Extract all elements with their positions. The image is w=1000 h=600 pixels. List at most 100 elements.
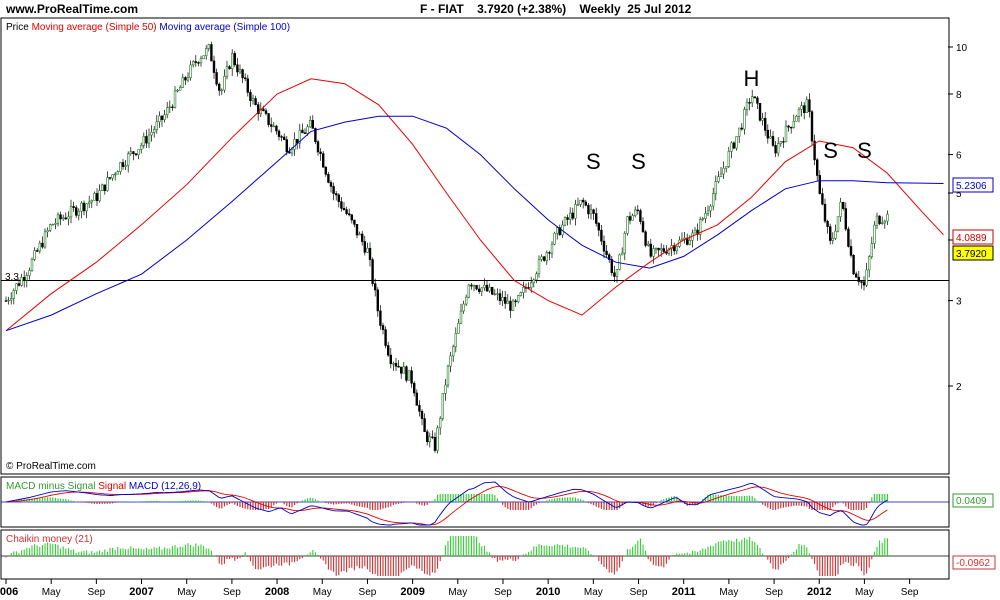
pattern-annotation: H [744, 66, 760, 91]
price-candle [433, 432, 437, 453]
price-candle [602, 235, 606, 259]
y-tick-label: 5 [956, 189, 962, 200]
price-candle [540, 254, 543, 262]
price-candle [77, 208, 81, 221]
price-candle [20, 273, 23, 287]
price-candle [264, 108, 268, 116]
price-candle [626, 215, 629, 236]
legend-price: Price Moving average (Simple 50) Moving … [6, 22, 290, 33]
price-candle [623, 231, 627, 261]
price-candle [342, 202, 346, 211]
price-candle [475, 284, 478, 291]
x-tick-label: Sep [223, 587, 241, 598]
price-candle [90, 199, 94, 208]
price-candle [735, 136, 738, 151]
price-candle [293, 132, 296, 156]
price-candle [740, 123, 744, 131]
price-candle [160, 115, 164, 127]
price-candle [600, 225, 603, 246]
price-candle [93, 191, 96, 201]
price-candle [800, 101, 803, 117]
price-candle [48, 223, 52, 232]
price-candle [355, 224, 359, 239]
macd-layer [1, 481, 949, 526]
price-candle [111, 174, 114, 181]
price-candle [223, 69, 226, 93]
price-candle [737, 127, 741, 144]
price-candle [321, 151, 325, 168]
price-candle [561, 220, 564, 239]
price-candle [384, 326, 387, 349]
price-candle [423, 413, 426, 433]
price-candle [836, 216, 840, 233]
price-candle [184, 76, 187, 85]
price-candle [436, 425, 439, 454]
x-tick-label: May [719, 587, 738, 598]
legend-chaikin: Chaikin money (21) [6, 534, 93, 545]
price-candle [124, 159, 127, 170]
price-candle [605, 245, 608, 258]
price-candle [862, 276, 866, 291]
price-candle [613, 265, 616, 282]
price-candle [784, 120, 788, 143]
main-panel [0, 17, 950, 475]
price-candle [168, 100, 171, 114]
price-candle [646, 240, 650, 247]
price-candle [33, 247, 36, 262]
price-candle [155, 115, 158, 134]
price-candle [509, 296, 512, 318]
price-candle [576, 197, 580, 206]
price-candle [464, 294, 468, 306]
price-candle [870, 236, 874, 260]
price-candle [41, 236, 44, 249]
price-candle [558, 224, 562, 236]
price-candle [311, 115, 314, 129]
price-candle [717, 171, 720, 184]
price-candle [192, 60, 195, 68]
price-candle [818, 170, 822, 195]
price-candle [472, 284, 476, 292]
price-candle [205, 45, 208, 60]
price-candle [841, 201, 845, 211]
price-candle [15, 283, 18, 295]
price-candle [581, 197, 585, 209]
price-candle [121, 158, 125, 170]
price-candle [607, 252, 611, 263]
price-candle [35, 248, 39, 253]
price-candle [672, 242, 676, 255]
price-candle [776, 137, 780, 157]
price-candle [878, 215, 881, 226]
price-candle [568, 207, 572, 225]
price-candle [618, 253, 621, 271]
pattern-annotation: S [631, 149, 646, 174]
price-candle [246, 74, 249, 97]
price-candle [186, 72, 190, 83]
price-candle [834, 224, 837, 241]
price-candle [847, 226, 850, 248]
price-candle [657, 247, 660, 257]
price-candle [324, 166, 327, 177]
price-candle [215, 68, 218, 87]
price-candle [132, 151, 135, 161]
price-candle [337, 193, 340, 208]
price-candle [644, 230, 647, 248]
price-candle [789, 126, 793, 134]
macd-line [5, 481, 888, 526]
price-candle [114, 171, 117, 181]
price-candle [675, 245, 679, 255]
price-candle [420, 409, 424, 426]
price-candle [589, 204, 593, 220]
price-candle [813, 134, 816, 166]
price-candle [470, 283, 473, 290]
price-candle [522, 281, 525, 299]
price-candle [95, 188, 99, 206]
price-candle [256, 101, 260, 121]
price-candle [28, 267, 31, 280]
price-candle [802, 102, 806, 120]
price-candle [363, 235, 366, 256]
price-candle [358, 231, 361, 236]
price-candle [753, 96, 757, 99]
price-candle [750, 89, 754, 108]
price-candle [166, 101, 169, 119]
x-tick-label: 2007 [129, 586, 153, 598]
